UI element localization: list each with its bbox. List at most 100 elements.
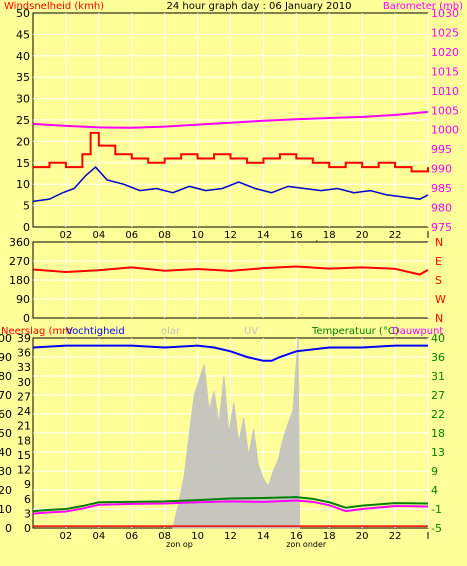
dewpoint-line	[32, 499, 429, 515]
wind-direction-line	[32, 265, 429, 276]
compass-label-0: N	[435, 312, 443, 325]
legend-rain: Neerslag (mm	[1, 326, 72, 337]
direction-axis-tick-3: 270	[9, 255, 30, 268]
temperature-line	[32, 496, 429, 513]
compass-label-4: N	[435, 236, 443, 249]
compass-label-2: S	[435, 274, 442, 287]
humidity-panel-xtick-2: 06	[125, 531, 138, 542]
solar-radiation-area	[172, 337, 301, 529]
barometer-axis-tick-11: 1030	[431, 7, 459, 20]
wind-speed-axis-tick-5: 25	[16, 114, 30, 127]
barometer-axis-tick-9: 1020	[431, 46, 459, 59]
wind-speed-axis-tick-0: 0	[23, 221, 30, 234]
wind-panel-xtick-2: 06	[125, 230, 138, 241]
humidity-axis-tick-4: 12	[17, 464, 31, 477]
wind-panel-xtick-1: 04	[92, 230, 105, 241]
wind-panel-xtick-6: 14	[257, 230, 270, 241]
humidity-panel-xtick-9: 20	[356, 531, 369, 542]
humidity-axis-tick-13: 39	[17, 332, 31, 345]
direction-axis-tick-0: 0	[23, 312, 30, 325]
wind-panel-xtick-8: 18	[323, 230, 336, 241]
rain-axis-tick-1: 10	[0, 503, 12, 516]
wind-panel-xtick-4: 10	[191, 230, 204, 241]
wind-speed-axis-tick-4: 20	[16, 135, 30, 148]
humidity-panel-xtick-11: I	[427, 531, 430, 542]
rain-axis-tick-4: 40	[0, 446, 12, 459]
barometer-axis-tick-5: 1000	[431, 124, 459, 137]
rain-axis-tick-3: 30	[0, 465, 12, 478]
humidity-panel-xtick-3: 08	[158, 531, 171, 542]
humidity-panel-xtick-4: 10	[191, 531, 204, 542]
direction-axis-tick-1: 90	[16, 293, 30, 306]
compass-label-1: W	[435, 293, 446, 306]
humidity-panel-xtick-7: 16	[290, 531, 303, 542]
rain-axis-tick-5: 50	[0, 427, 12, 440]
humidity-axis-tick-5: 15	[17, 449, 31, 462]
humidity-axis-tick-9: 27	[17, 390, 31, 403]
rain-axis-tick-2: 20	[0, 484, 12, 497]
wind-gust-line	[33, 131, 429, 173]
temperature-axis-tick-4: 13	[431, 446, 445, 459]
barometer-axis-tick-1: 980	[431, 202, 452, 215]
humidity-panel-xtick-6: 14	[257, 531, 270, 542]
wind-speed-axis-tick-8: 40	[16, 50, 30, 63]
humidity-panel-xtick-0: 02	[60, 531, 73, 542]
rain-axis-tick-0: 0	[5, 522, 12, 535]
temperature-axis-tick-8: 31	[431, 370, 445, 383]
direction-axis-tick-4: 360	[9, 236, 30, 249]
barometer-axis-title: Barometer (mb)	[383, 1, 463, 12]
wind-panel-xtick-11: I	[427, 230, 430, 241]
wind-speed-axis-tick-3: 15	[16, 157, 30, 170]
rain-axis-tick-7: 70	[0, 389, 12, 402]
temperature-axis-tick-5: 18	[431, 427, 445, 440]
temperature-axis-tick-10: 40	[431, 332, 445, 345]
humidity-axis-tick-12: 36	[17, 347, 31, 360]
wind-speed-axis-tick-2: 10	[16, 178, 30, 191]
humidity-line	[32, 344, 428, 362]
rain-axis-tick-10: 100	[0, 332, 12, 345]
humidity-axis-tick-10: 30	[17, 376, 31, 389]
temperature-axis-tick-0: -5	[431, 522, 442, 535]
wind-speed-axis-tick-1: 5	[23, 200, 30, 213]
temperature-axis-tick-3: 9	[431, 465, 438, 478]
barometer-axis-tick-0: 975	[431, 221, 452, 234]
humidity-axis-tick-8: 24	[17, 405, 31, 418]
wind-panel-xtick-5: 12	[224, 230, 237, 241]
rain-axis-tick-9: 90	[0, 351, 12, 364]
temperature-axis-tick-7: 27	[431, 389, 445, 402]
legend-solar: olar	[161, 326, 181, 337]
wind-speed-axis-tick-9: 45	[16, 28, 30, 41]
humidity-panel-sunset-label: zon onder	[286, 540, 327, 549]
humidity-axis-tick-0: 0	[24, 522, 31, 535]
wind-speed-axis-tick-6: 30	[16, 93, 30, 106]
wind-speed-axis-tick-7: 35	[16, 71, 30, 84]
humidity-panel-xtick-1: 04	[92, 531, 105, 542]
humidity-axis-tick-11: 33	[17, 361, 31, 374]
wind-panel-xtick-9: 20	[356, 230, 369, 241]
wind-panel-xtick-7: 16	[290, 230, 303, 241]
barometer-axis-tick-6: 1005	[431, 104, 459, 117]
temperature-axis-tick-1: -1	[431, 503, 442, 516]
temperature-axis-tick-6: 22	[431, 408, 445, 421]
wind-speed-line	[32, 166, 429, 203]
rain-axis-tick-8: 80	[0, 370, 12, 383]
humidity-axis-tick-7: 21	[17, 420, 31, 433]
barometer-axis-tick-10: 1025	[431, 26, 459, 39]
legend-temperature: Temperatuur (°C)	[311, 326, 399, 337]
wind-speed-axis-tick-10: 50	[16, 7, 30, 20]
legend-uv: UV	[244, 326, 258, 337]
humidity-axis-tick-2: 6	[24, 493, 31, 506]
humidity-panel-xtick-8: 18	[323, 531, 336, 542]
legend-humidity: Vochtigheid	[66, 326, 125, 337]
barometer-line	[32, 110, 429, 129]
temperature-axis-tick-9: 36	[431, 351, 445, 364]
barometer-axis-tick-2: 985	[431, 182, 452, 195]
barometer-axis-tick-4: 995	[431, 143, 452, 156]
barometer-axis-tick-3: 990	[431, 163, 452, 176]
direction-axis-tick-2: 180	[9, 274, 30, 287]
graph-title: 24 hour graph day : 06 January 2010	[167, 1, 352, 12]
wind-panel-xtick-10: 22	[389, 230, 402, 241]
humidity-panel-xtick-5: 12	[224, 531, 237, 542]
humidity-panel-sunrise-label: zon op	[166, 540, 193, 549]
